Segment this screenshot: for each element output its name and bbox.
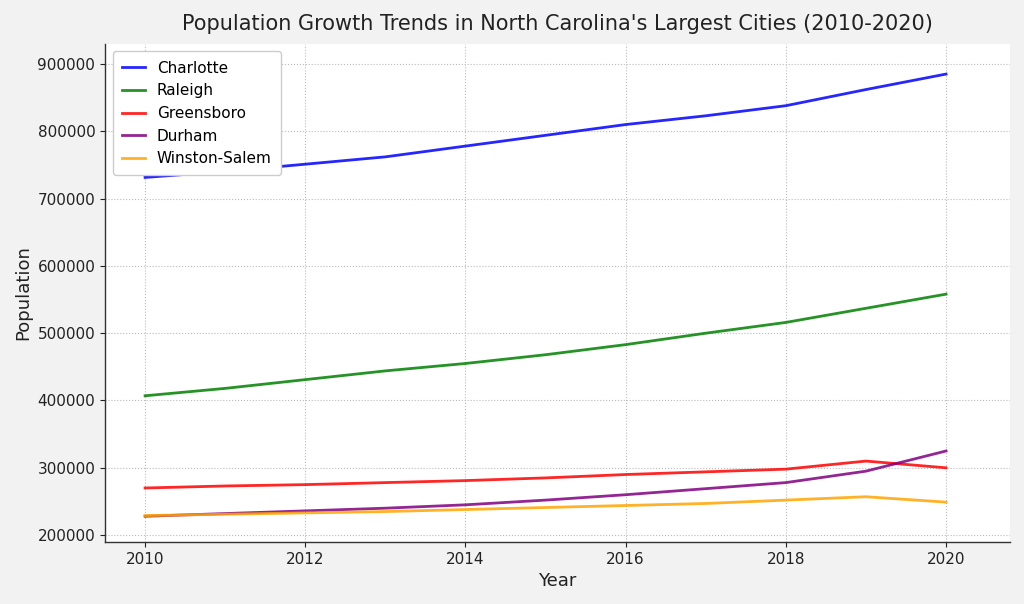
Winston-Salem — [860, 493, 872, 500]
Greensboro — [460, 477, 472, 484]
Winston-Salem — [379, 508, 391, 515]
Winston-Salem — [699, 500, 712, 507]
Durham — [940, 448, 952, 455]
Durham — [299, 507, 311, 515]
Raleigh — [699, 330, 712, 337]
Winston-Salem — [460, 506, 472, 513]
Raleigh — [860, 304, 872, 312]
Line: Charlotte: Charlotte — [145, 74, 946, 178]
Line: Greensboro: Greensboro — [145, 461, 946, 488]
Winston-Salem — [940, 498, 952, 506]
Durham — [139, 513, 152, 520]
Raleigh — [299, 376, 311, 384]
Winston-Salem — [139, 512, 152, 519]
Line: Durham: Durham — [145, 451, 946, 516]
Raleigh — [139, 392, 152, 399]
Durham — [860, 467, 872, 475]
X-axis label: Year: Year — [539, 572, 577, 590]
Greensboro — [779, 466, 792, 473]
Greensboro — [620, 471, 632, 478]
Durham — [219, 510, 231, 517]
Raleigh — [219, 385, 231, 392]
Raleigh — [460, 360, 472, 367]
Durham — [699, 485, 712, 492]
Greensboro — [860, 457, 872, 464]
Greensboro — [139, 484, 152, 492]
Greensboro — [219, 483, 231, 490]
Charlotte — [620, 121, 632, 128]
Charlotte — [940, 71, 952, 78]
Winston-Salem — [779, 496, 792, 504]
Durham — [779, 479, 792, 486]
Greensboro — [940, 464, 952, 472]
Charlotte — [540, 132, 552, 139]
Charlotte — [299, 161, 311, 168]
Y-axis label: Population: Population — [14, 245, 32, 340]
Winston-Salem — [219, 510, 231, 518]
Line: Winston-Salem: Winston-Salem — [145, 496, 946, 516]
Winston-Salem — [299, 509, 311, 516]
Raleigh — [379, 367, 391, 374]
Line: Raleigh: Raleigh — [145, 294, 946, 396]
Durham — [460, 501, 472, 509]
Greensboro — [540, 474, 552, 481]
Charlotte — [219, 168, 231, 175]
Greensboro — [299, 481, 311, 488]
Title: Population Growth Trends in North Carolina's Largest Cities (2010-2020): Population Growth Trends in North Caroli… — [182, 14, 933, 34]
Charlotte — [460, 143, 472, 150]
Charlotte — [139, 174, 152, 181]
Winston-Salem — [540, 504, 552, 511]
Greensboro — [379, 479, 391, 486]
Charlotte — [699, 112, 712, 120]
Charlotte — [779, 102, 792, 109]
Durham — [620, 491, 632, 498]
Charlotte — [860, 86, 872, 93]
Greensboro — [699, 468, 712, 475]
Winston-Salem — [620, 502, 632, 509]
Durham — [540, 496, 552, 504]
Raleigh — [620, 341, 632, 349]
Raleigh — [940, 291, 952, 298]
Raleigh — [540, 351, 552, 358]
Durham — [379, 504, 391, 512]
Legend: Charlotte, Raleigh, Greensboro, Durham, Winston-Salem: Charlotte, Raleigh, Greensboro, Durham, … — [113, 51, 281, 175]
Raleigh — [779, 319, 792, 326]
Charlotte — [379, 153, 391, 161]
